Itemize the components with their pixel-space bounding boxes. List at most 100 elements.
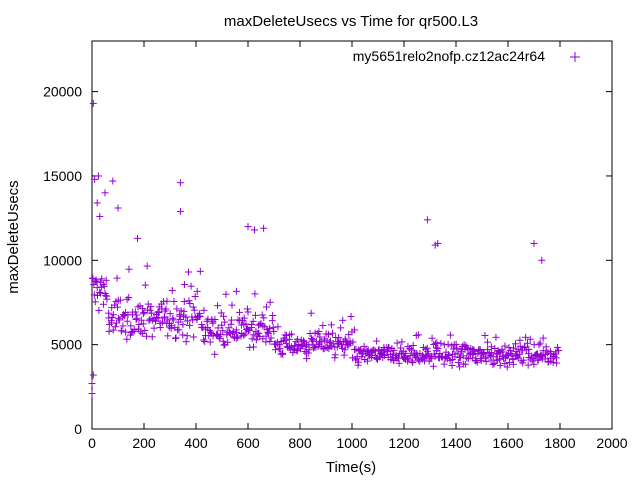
data-point [269,323,277,331]
data-point [137,316,145,324]
data-point [196,267,204,275]
data-point [131,308,139,316]
data-point [288,330,296,338]
data-point [147,303,155,311]
data-point [232,334,240,342]
data-point [154,308,162,316]
x-tick-label: 800 [288,435,312,451]
data-point [170,297,178,305]
data-point [220,312,228,320]
data-point [234,333,242,341]
data-point [113,274,121,282]
data-point [508,350,516,358]
data-point [93,284,101,292]
y-tick-label: 5000 [51,337,82,353]
data-point [516,336,524,344]
data-point [539,334,547,342]
data-point [172,334,180,342]
data-point [228,301,236,309]
data-point [244,308,252,316]
data-point [450,345,458,353]
data-point [463,354,471,362]
data-point [516,342,524,350]
data-point [201,337,209,345]
data-point [481,331,489,339]
data-point [406,352,414,360]
data-point [489,361,497,369]
data-point [123,317,131,325]
data-point [206,338,214,346]
data-point [187,282,195,290]
data-point [189,303,197,311]
data-point [260,224,268,232]
data-point [143,262,151,270]
data-point [251,226,258,234]
data-point [281,336,289,344]
data-point [414,331,422,339]
data-point [383,347,391,355]
data-point [176,179,184,187]
data-point [433,344,441,352]
data-point [293,347,301,355]
data-point [219,337,227,345]
data-point [251,311,259,319]
data-point [381,352,389,360]
legend-marker [570,52,580,62]
data-point [434,239,442,247]
data-point [225,324,233,332]
data-point [501,359,509,367]
data-point [492,333,500,341]
data-point [175,326,183,334]
data-point [340,351,348,359]
data-point [232,287,240,295]
data-point [211,316,219,324]
data-point [535,341,543,349]
data-point [270,327,278,335]
data-point [159,318,167,326]
data-point [303,355,311,363]
data-point [163,297,171,305]
data-point [95,172,102,180]
data-point [116,316,124,324]
data-point [193,287,201,295]
data-point [555,347,563,355]
data-point [249,343,257,351]
data-point [224,338,232,346]
data-point [220,341,228,349]
data-point [264,328,272,336]
chart-title: maxDeleteUsecs vs Time for qr500.L3 [224,13,478,30]
data-point [498,352,506,360]
data-point [148,309,156,317]
data-point [458,347,466,355]
data-point [92,276,100,284]
data-point [260,314,268,322]
data-point [226,329,234,337]
data-point [214,324,222,332]
data-point [397,344,405,352]
data-point [541,355,549,363]
data-point [109,177,117,185]
data-point [182,313,190,321]
data-point [222,290,230,298]
data-point [247,324,255,332]
data-point [269,311,277,319]
x-axis-title: Time(s) [326,459,376,476]
data-point [395,359,403,367]
data-point [183,332,191,340]
y-tick-label: 10000 [43,252,82,268]
data-point [127,322,135,330]
data-point [304,349,312,357]
data-point [384,344,392,352]
data-point [409,342,417,350]
data-point [434,345,442,353]
data-point [360,342,368,350]
data-point [424,347,432,355]
data-point [125,265,133,273]
data-point [103,292,111,300]
data-point [451,350,459,358]
data-point [282,339,290,347]
data-point [130,326,138,334]
data-point [445,351,453,359]
data-point [114,303,122,311]
data-point [179,321,187,329]
